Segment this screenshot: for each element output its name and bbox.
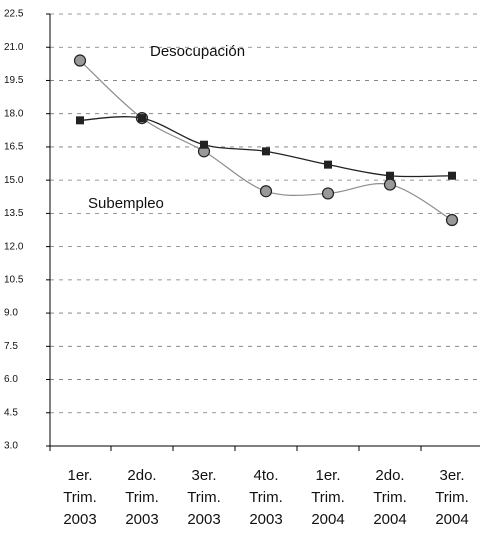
marker [383, 178, 397, 191]
y-tick-label: 22.5 [4, 9, 24, 20]
y-tick-label: 6.0 [4, 374, 18, 385]
y-tick-label: 4.5 [4, 407, 18, 418]
marker [138, 114, 146, 123]
y-tick-label: 10.5 [4, 274, 24, 285]
x-tick-label: 4to. [253, 467, 278, 484]
series-label: Subempleo [88, 195, 164, 212]
x-tick-label: 2004 [435, 511, 468, 528]
x-tick-label: 2003 [249, 511, 282, 528]
y-tick-label: 21.0 [4, 42, 24, 53]
y-tick-label: 12.0 [4, 241, 24, 252]
marker [321, 187, 335, 200]
x-tick-label: 2003 [187, 511, 220, 528]
x-tick-label: Trim. [373, 489, 407, 506]
x-tick-label: Trim. [187, 489, 221, 506]
x-tick-label: Trim. [311, 489, 345, 506]
y-tick-label: 13.5 [4, 208, 24, 219]
y-tick-label: 9.0 [4, 308, 18, 319]
y-tick-label: 18.0 [4, 108, 24, 119]
x-tick-label: 2003 [63, 511, 96, 528]
marker [200, 140, 208, 149]
marker [259, 185, 273, 198]
marker [262, 147, 270, 156]
x-tick-label: 3er. [191, 467, 216, 484]
y-tick-label: 16.5 [4, 142, 24, 153]
x-tick-label: Trim. [249, 489, 283, 506]
x-tick-label: Trim. [125, 489, 159, 506]
x-tick-label: 2003 [125, 511, 158, 528]
y-tick-label: 3.0 [4, 441, 18, 452]
series-label: Desocupación [150, 43, 245, 60]
x-tick-label: 2004 [373, 511, 406, 528]
marker [324, 160, 332, 169]
marker [73, 54, 87, 67]
y-tick-label: 19.5 [4, 75, 24, 86]
x-tick-label: Trim. [63, 489, 97, 506]
marker [448, 171, 456, 180]
marker [386, 171, 394, 180]
x-tick-label: 1er. [67, 467, 92, 484]
y-tick-label: 15.0 [4, 175, 24, 186]
x-tick-label: 2do. [375, 467, 404, 484]
x-tick-label: 1er. [315, 467, 340, 484]
x-tick-label: 2004 [311, 511, 344, 528]
x-tick-label: 3er. [439, 467, 464, 484]
marker [76, 116, 84, 125]
y-tick-label: 7.5 [4, 341, 18, 352]
x-tick-label: Trim. [435, 489, 469, 506]
x-tick-label: 2do. [127, 467, 156, 484]
marker [445, 213, 459, 227]
